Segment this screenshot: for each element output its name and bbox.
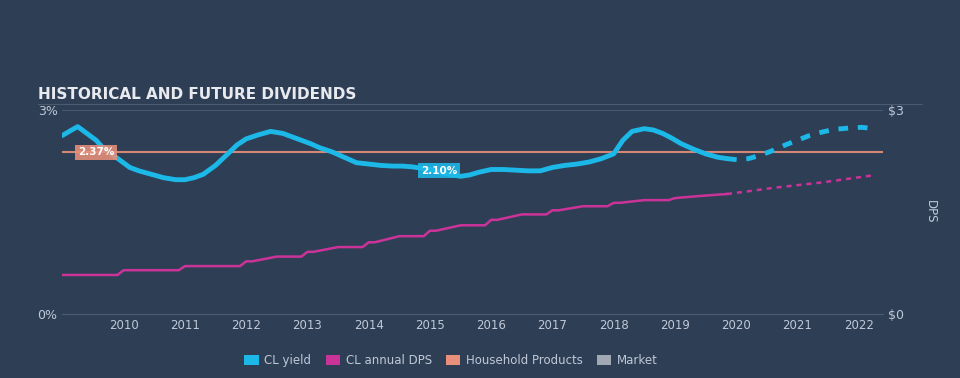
- Text: 2.10%: 2.10%: [420, 166, 457, 176]
- Text: HISTORICAL AND FUTURE DIVIDENDS: HISTORICAL AND FUTURE DIVIDENDS: [38, 87, 357, 102]
- Y-axis label: DPS: DPS: [924, 200, 937, 223]
- Text: 2.37%: 2.37%: [78, 147, 114, 158]
- Legend: CL yield, CL annual DPS, Household Products, Market: CL yield, CL annual DPS, Household Produ…: [240, 350, 662, 372]
